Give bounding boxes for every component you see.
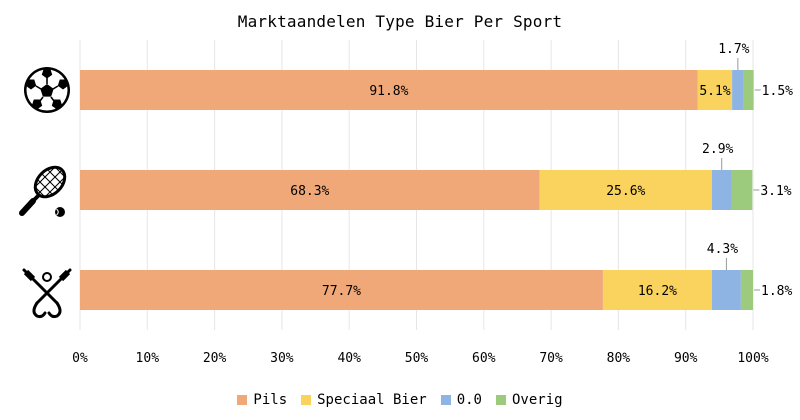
bar-segment-overig xyxy=(740,270,753,310)
x-tick-label: 20% xyxy=(203,351,227,366)
x-tick-label: 30% xyxy=(270,351,294,366)
legend-swatch xyxy=(237,395,248,405)
bar-segment-overig xyxy=(731,170,753,210)
data-label: 91.8% xyxy=(369,84,408,99)
bar-segment-speciaal-bier xyxy=(539,170,712,210)
legend-label: 0.0 xyxy=(456,392,482,408)
legend-label: Speciaal Bier xyxy=(317,392,427,408)
bar-segment-overig xyxy=(743,70,754,110)
bar-segment-pils xyxy=(80,270,603,310)
chart-legend: Pils Speciaal Bier 0.0 Overig xyxy=(0,392,800,408)
x-tick-label: 100% xyxy=(737,351,768,366)
data-label: 4.3% xyxy=(707,242,738,257)
x-tick-label: 10% xyxy=(136,351,160,366)
x-tick-label: 50% xyxy=(405,351,429,366)
data-label: 1.8% xyxy=(761,284,792,299)
data-label: 77.7% xyxy=(322,284,361,299)
bar-segment-pils xyxy=(80,170,540,210)
data-label: 1.5% xyxy=(762,84,793,99)
legend-label: Overig xyxy=(512,392,563,408)
legend-item: Pils xyxy=(237,392,287,408)
legend-label: Pils xyxy=(253,392,288,408)
x-tick-label: 80% xyxy=(607,351,631,366)
data-label: 1.7% xyxy=(718,42,749,57)
legend-swatch xyxy=(496,395,506,405)
data-label: 68.3% xyxy=(290,184,329,199)
x-tick-label: 60% xyxy=(472,351,496,366)
chart-title: Marktaandelen Type Bier Per Sport xyxy=(237,12,563,31)
x-tick-label: 40% xyxy=(337,351,361,366)
x-tick-label: 70% xyxy=(539,351,563,366)
bar-segment-pils xyxy=(80,70,698,110)
bar-segment-0-0 xyxy=(711,170,732,210)
data-label: 5.1% xyxy=(699,84,730,99)
soccer-ball-icon xyxy=(24,67,70,113)
bar-segment-0-0 xyxy=(711,270,741,310)
tennis-racket-icon xyxy=(19,162,70,217)
bar-segment-speciaal-bier xyxy=(602,270,712,310)
legend-swatch xyxy=(301,395,312,405)
x-tick-label: 90% xyxy=(674,351,698,366)
legend-item: Overig xyxy=(496,392,563,408)
legend-item: Speciaal Bier xyxy=(301,392,427,408)
legend-item: 0.0 xyxy=(440,392,482,408)
legend-swatch xyxy=(440,395,451,405)
bar-segment-0-0 xyxy=(732,70,744,110)
data-label: 25.6% xyxy=(606,184,645,199)
data-label: 16.2% xyxy=(638,284,677,299)
bar-segment-speciaal-bier xyxy=(697,70,733,110)
x-tick-label: 0% xyxy=(72,351,88,366)
data-label: 3.1% xyxy=(760,184,791,199)
data-label: 2.9% xyxy=(702,142,733,157)
hockey-sticks-icon xyxy=(22,268,72,319)
